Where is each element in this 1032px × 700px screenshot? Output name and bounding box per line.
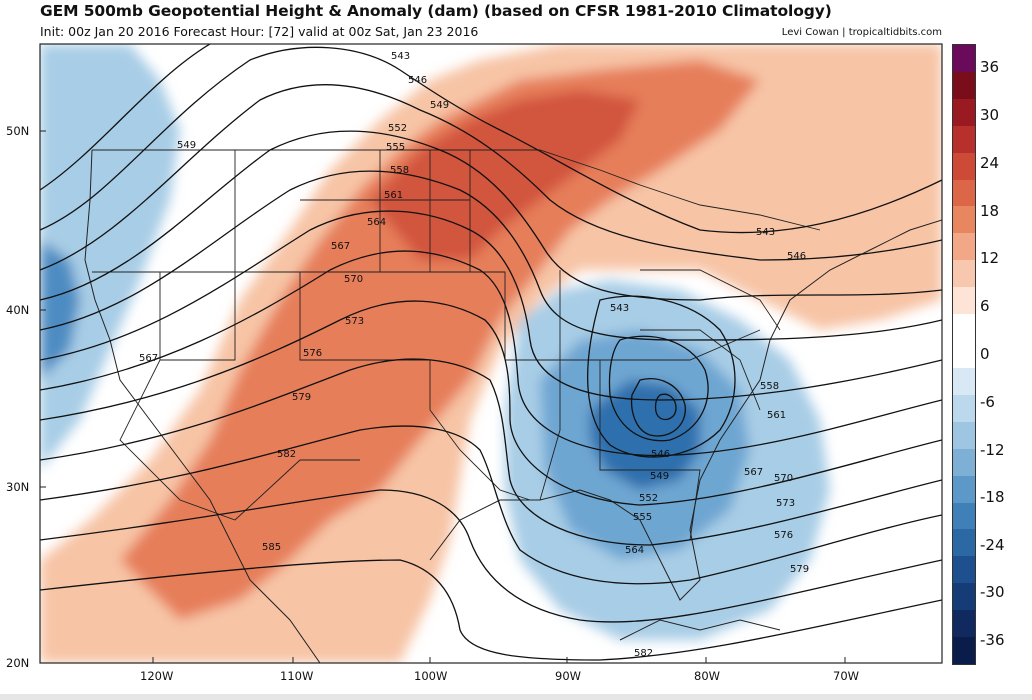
contour-label: 567 bbox=[744, 467, 763, 478]
positive-anomaly-core bbox=[120, 60, 760, 620]
colorbar-segment bbox=[953, 529, 975, 557]
contour-labels: 543 546 549 552 555 558 561 564 567 570 573 576 579 5… bbox=[139, 51, 809, 659]
contour-label: 585 bbox=[262, 542, 281, 553]
contour-label: 552 bbox=[388, 123, 407, 134]
colorbar-label: -12 bbox=[980, 441, 1005, 459]
contour-label: 546 bbox=[651, 449, 670, 460]
lat-label: 30N bbox=[6, 480, 29, 494]
lon-label: 70W bbox=[833, 669, 859, 683]
contour-label: 555 bbox=[386, 142, 405, 153]
contour-label: 561 bbox=[384, 190, 403, 201]
lon-label: 120W bbox=[140, 669, 173, 683]
colorbar-segment bbox=[953, 448, 975, 477]
contour-label: 573 bbox=[776, 498, 795, 509]
contour-label: 549 bbox=[650, 471, 669, 482]
colorbar-label: 6 bbox=[980, 297, 990, 315]
chart-subtitle: Init: 00z Jan 20 2016 Forecast Hour: [72… bbox=[40, 24, 479, 39]
colorbar-label: -24 bbox=[980, 536, 1005, 554]
colorbar-label: -6 bbox=[980, 393, 995, 411]
colorbar-segment bbox=[953, 502, 975, 530]
contour-label: 552 bbox=[639, 493, 658, 504]
lon-label: 110W bbox=[280, 669, 313, 683]
lat-label: 40N bbox=[6, 303, 29, 317]
contour-label: 549 bbox=[430, 100, 449, 111]
negative-anomaly-west-core bbox=[40, 240, 80, 380]
colorbar-label: 24 bbox=[980, 154, 1000, 172]
contour-label: 546 bbox=[787, 251, 806, 262]
colorbar-segment bbox=[953, 583, 975, 611]
colorbar-label: 30 bbox=[980, 106, 1000, 124]
lon-label: 100W bbox=[414, 669, 447, 683]
colorbar-segment bbox=[953, 341, 975, 369]
chart-title: GEM 500mb Geopotential Height & Anomaly … bbox=[40, 2, 832, 20]
lat-label: 50N bbox=[6, 124, 29, 138]
contour-label: 543 bbox=[610, 303, 629, 314]
contour-label: 543 bbox=[391, 51, 410, 62]
contour-label: 549 bbox=[177, 140, 196, 151]
contour-label: 567 bbox=[139, 353, 158, 364]
colorbar-segment bbox=[953, 260, 975, 288]
colorbar-segment bbox=[953, 152, 975, 181]
contour-label: 543 bbox=[756, 227, 775, 238]
colorbar-segment bbox=[953, 71, 975, 100]
lat-label: 20N bbox=[6, 656, 29, 670]
contour-label: 573 bbox=[345, 316, 364, 327]
negative-anomaly-east-core bbox=[590, 380, 700, 490]
colorbar-segment bbox=[953, 556, 975, 584]
contour-label: 564 bbox=[367, 217, 386, 228]
colorbar bbox=[952, 44, 976, 665]
contour-label: 558 bbox=[760, 381, 779, 392]
contour-label: 555 bbox=[633, 512, 652, 523]
contour-label: 582 bbox=[634, 648, 653, 659]
colorbar-segment bbox=[953, 233, 975, 261]
contour-label: 564 bbox=[625, 545, 644, 556]
colorbar-segment bbox=[953, 98, 975, 127]
colorbar-label: 0 bbox=[980, 345, 990, 363]
lon-label: 90W bbox=[555, 669, 581, 683]
contour-label: 576 bbox=[303, 348, 322, 359]
colorbar-segment bbox=[953, 637, 975, 665]
contour-label: 561 bbox=[767, 410, 786, 421]
contour-label: 567 bbox=[331, 241, 350, 252]
map-frame bbox=[39, 43, 943, 664]
contour-label: 570 bbox=[344, 274, 363, 285]
lon-label: 80W bbox=[694, 669, 720, 683]
negative-anomaly-west bbox=[40, 44, 180, 470]
colorbar-segment bbox=[953, 206, 975, 234]
colorbar-segment bbox=[953, 367, 975, 396]
contour-label: 582 bbox=[277, 449, 296, 460]
colorbar-segment bbox=[953, 394, 975, 423]
colorbar-label: 18 bbox=[980, 202, 1000, 220]
colorbar-segment bbox=[953, 179, 975, 207]
bottom-tab-bar bbox=[0, 694, 1032, 700]
height-contours bbox=[40, 44, 942, 661]
contour-label: 546 bbox=[408, 75, 427, 86]
contour-label: 579 bbox=[292, 392, 311, 403]
contour-label: 579 bbox=[790, 564, 809, 575]
contour-label: 576 bbox=[774, 530, 793, 541]
coastlines bbox=[84, 149, 942, 663]
credit-text: Levi Cowan | tropicaltidbits.com bbox=[781, 27, 942, 38]
colorbar-label: 36 bbox=[980, 58, 1000, 76]
contour-label: 570 bbox=[774, 473, 793, 484]
colorbar-segment bbox=[953, 421, 975, 450]
boundaries bbox=[92, 149, 821, 541]
colorbar-label: -36 bbox=[980, 631, 1005, 649]
colorbar-label: -30 bbox=[980, 583, 1005, 601]
colorbar-segment bbox=[953, 610, 975, 638]
colorbar-label: 12 bbox=[980, 249, 1000, 267]
colorbar-segment bbox=[953, 45, 975, 73]
contour-label: 558 bbox=[390, 165, 409, 176]
colorbar-label: -18 bbox=[980, 488, 1005, 506]
colorbar-segment bbox=[953, 125, 975, 154]
colorbar-segment bbox=[953, 287, 975, 315]
colorbar-segment bbox=[953, 475, 975, 503]
colorbar-segment bbox=[953, 314, 975, 342]
